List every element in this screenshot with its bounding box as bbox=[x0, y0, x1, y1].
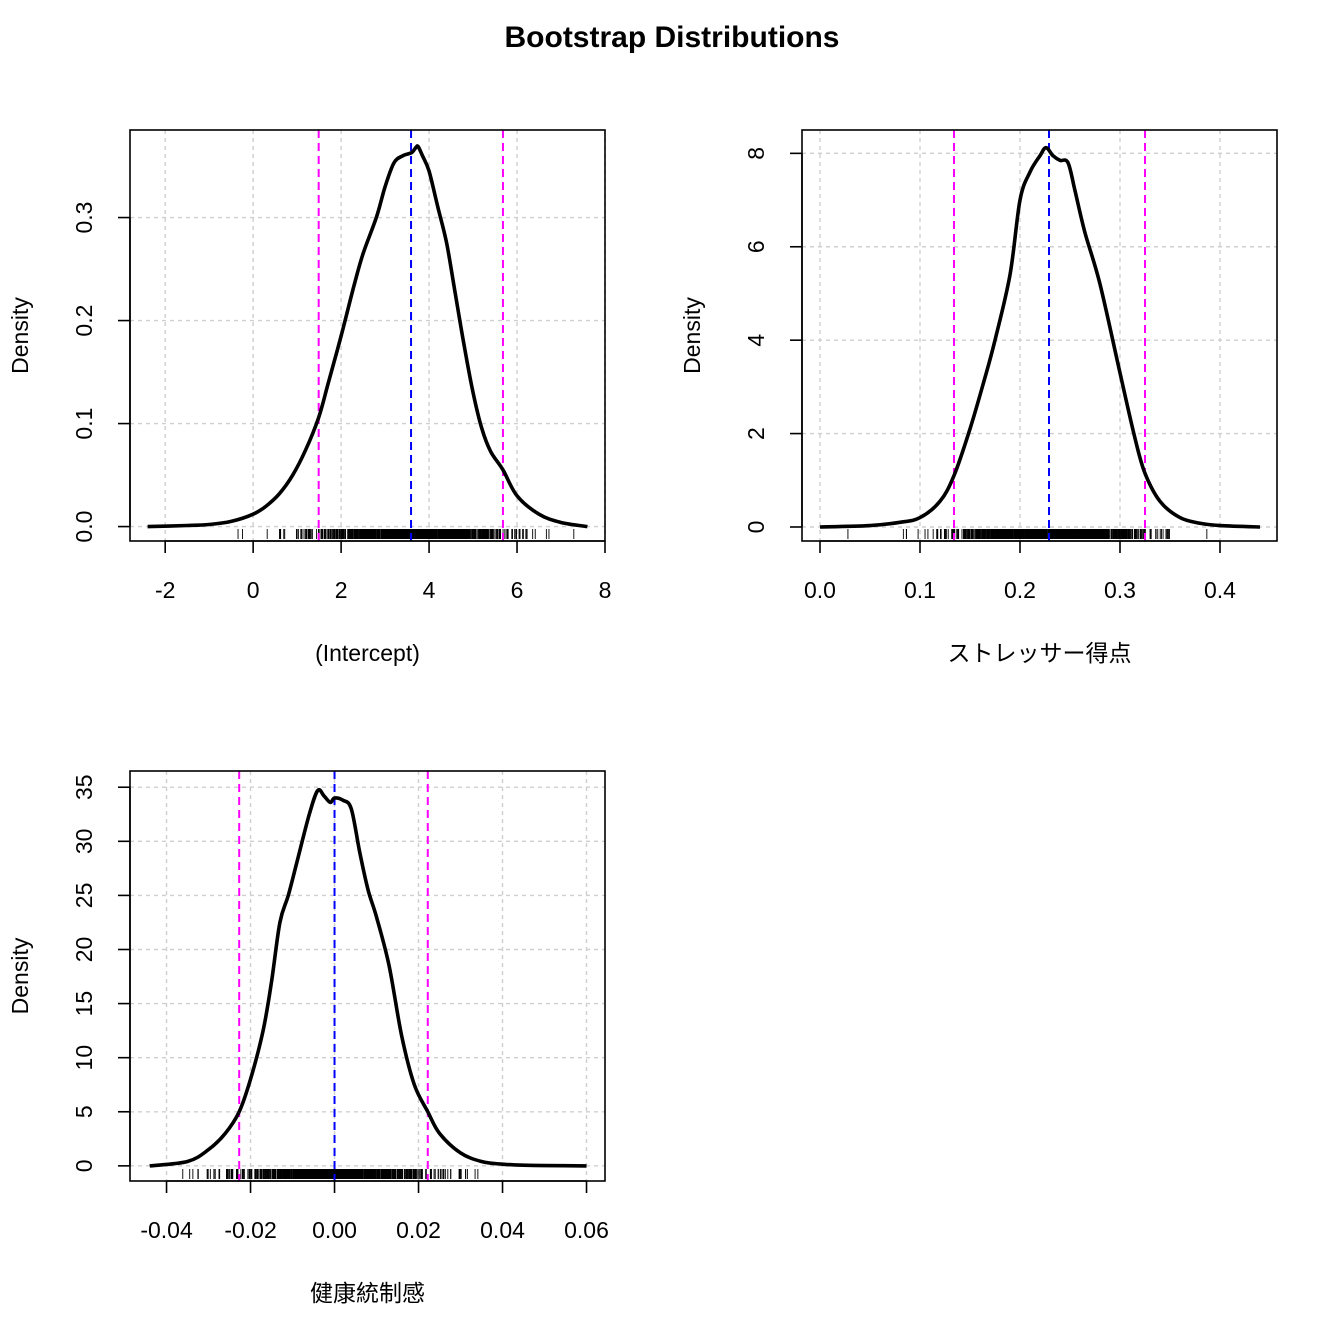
rug bbox=[847, 529, 1208, 539]
x-tick-label: 0.0 bbox=[804, 577, 836, 603]
x-tick-label: -2 bbox=[155, 577, 175, 603]
y-tick-label: 15 bbox=[71, 991, 97, 1017]
rug bbox=[237, 529, 575, 539]
y-tick-label: 8 bbox=[743, 147, 769, 160]
x-tick-label: -0.02 bbox=[224, 1217, 276, 1243]
y-tick-label: 0.0 bbox=[71, 511, 97, 543]
panel-stressor-score: 0.0 0.1 0.2 0.3 0.4 0 2 4 6 8 ストレッサー得点 Density bbox=[679, 129, 1278, 666]
y-tick-label: 35 bbox=[71, 774, 97, 800]
density-curve bbox=[149, 787, 587, 1168]
x-tick-label: 0.3 bbox=[1104, 577, 1136, 603]
y-tick-label: 0.1 bbox=[71, 408, 97, 440]
x-tick-label: 0.1 bbox=[904, 577, 936, 603]
x-tick-label: 0.00 bbox=[312, 1217, 357, 1243]
y-tick-label: 10 bbox=[71, 1045, 97, 1071]
y-tick-label: 0 bbox=[71, 1159, 97, 1172]
y-tick-label: 2 bbox=[743, 427, 769, 440]
y-tick-label: 5 bbox=[71, 1105, 97, 1118]
x-tick-label: 0.2 bbox=[1004, 577, 1036, 603]
y-tick-label: 20 bbox=[71, 937, 97, 963]
panel-health-locus-of-control: -0.04 -0.02 0.00 0.02 0.04 0.06 0 5 10 15 20 25 30 35… bbox=[7, 770, 609, 1306]
x-tick-label: 0 bbox=[247, 577, 260, 603]
y-tick-label: 6 bbox=[743, 240, 769, 253]
x-axis-title: (Intercept) bbox=[315, 640, 420, 666]
y-axis-title: Density bbox=[7, 937, 33, 1014]
plot-frame bbox=[801, 129, 1278, 542]
x-tick-label: 0.06 bbox=[564, 1217, 609, 1243]
y-tick-label: 0.2 bbox=[71, 305, 97, 337]
x-tick-label: 0.02 bbox=[396, 1217, 441, 1243]
x-tick-label: 0.4 bbox=[1204, 577, 1236, 603]
plot-frame bbox=[129, 770, 606, 1182]
y-tick-label: 4 bbox=[743, 334, 769, 347]
panel-intercept: -2 0 2 4 6 8 0.0 0.1 0.2 0.3 (Intercept) Density bbox=[7, 129, 612, 666]
y-axis-title: Density bbox=[7, 297, 33, 374]
x-tick-label: 2 bbox=[335, 577, 348, 603]
y-tick-label: 0 bbox=[743, 521, 769, 534]
density-curve bbox=[147, 144, 588, 529]
rug bbox=[182, 1169, 479, 1179]
x-axis-title: ストレッサー得点 bbox=[948, 640, 1132, 666]
x-tick-label: 8 bbox=[599, 577, 612, 603]
y-axis-title: Density bbox=[679, 297, 705, 374]
x-tick-label: 0.04 bbox=[480, 1217, 525, 1243]
density-curve bbox=[819, 145, 1261, 529]
x-tick-label: -0.04 bbox=[140, 1217, 193, 1243]
x-axis-title: 健康統制感 bbox=[310, 1280, 425, 1306]
y-tick-label: 25 bbox=[71, 883, 97, 909]
plot-frame bbox=[129, 129, 606, 542]
y-tick-label: 30 bbox=[71, 829, 97, 855]
main-title: Bootstrap Distributions bbox=[505, 21, 840, 54]
x-tick-label: 4 bbox=[423, 577, 436, 603]
y-tick-label: 0.3 bbox=[71, 202, 97, 234]
x-tick-label: 6 bbox=[511, 577, 524, 603]
